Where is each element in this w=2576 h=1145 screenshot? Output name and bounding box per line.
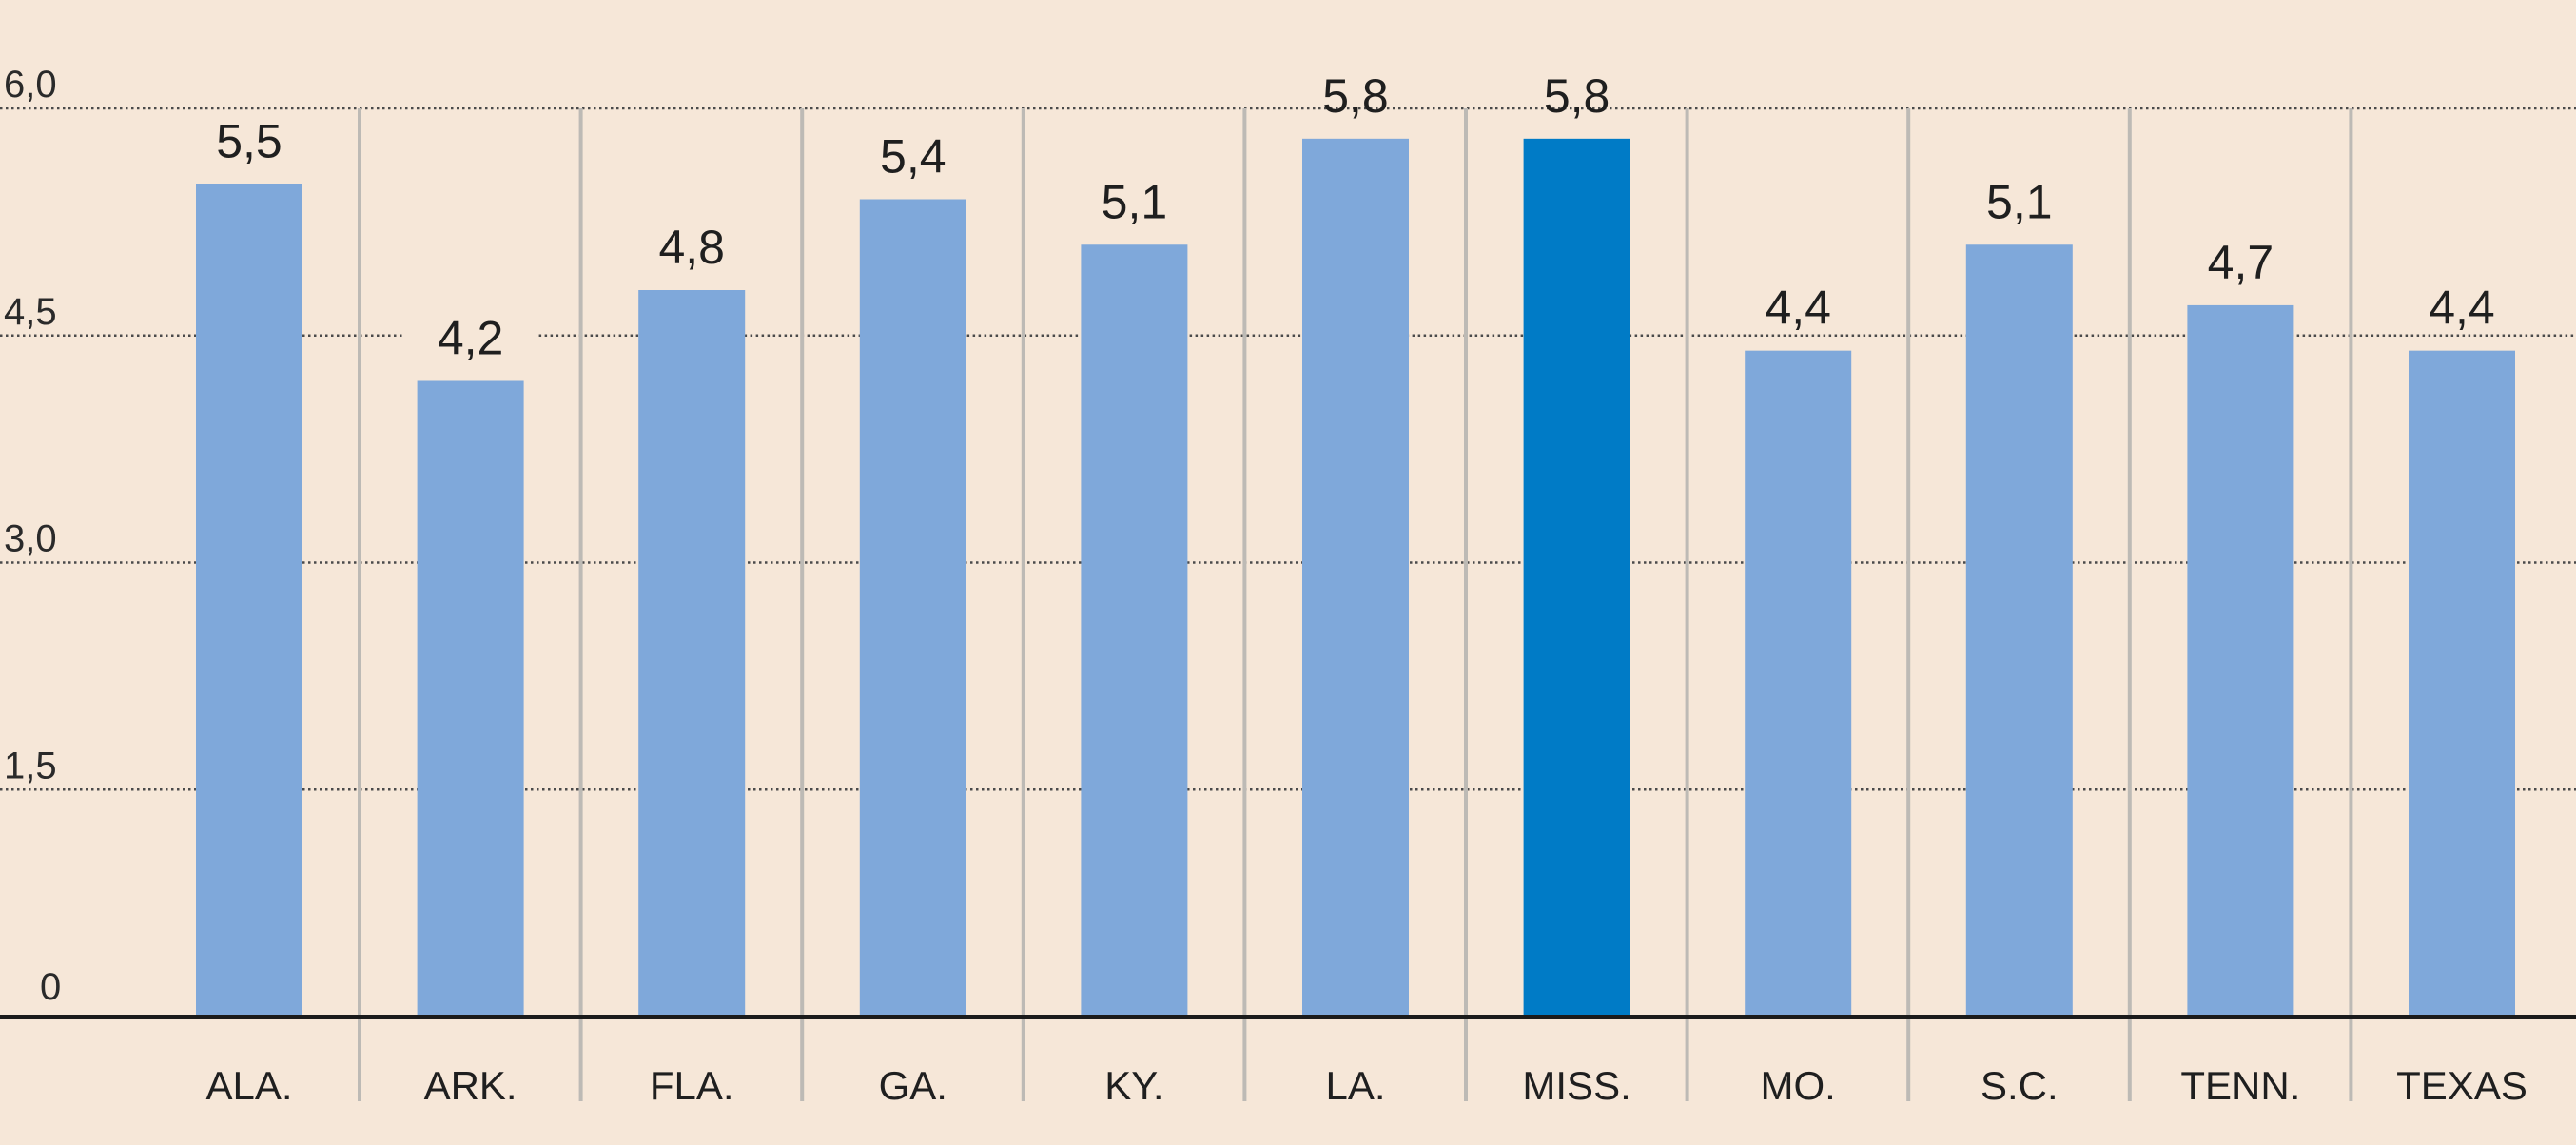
x-tick-label: MO. xyxy=(1761,1063,1836,1108)
value-label: 4,4 xyxy=(1765,281,1831,335)
x-tick-label: FLA. xyxy=(650,1063,734,1108)
bar-ga xyxy=(859,199,966,1017)
x-tick-label: TEXAS xyxy=(2396,1063,2527,1108)
bar-la xyxy=(1302,138,1409,1018)
value-label: 5,5 xyxy=(216,115,283,168)
value-labels: 5,5 4,2 4,8 5,4 5,1 5,8 5,8 4,4 5,1 4,7 4,4 xyxy=(216,69,2495,365)
y-tick-label: 4,5 xyxy=(4,291,57,333)
value-label: 4,8 xyxy=(658,221,725,274)
bar-tenn xyxy=(2187,304,2294,1018)
bar-miss xyxy=(1523,138,1630,1018)
bar-ark xyxy=(417,380,524,1017)
y-tick-label: 6,0 xyxy=(4,64,57,106)
value-label: 5,1 xyxy=(1986,175,2053,228)
x-axis-ticks: ALA. ARK. FLA. GA. KY. LA. MISS. MO. S.C. TENN. TE… xyxy=(205,1063,2527,1108)
value-label: 4,2 xyxy=(438,312,504,365)
value-label: 4,4 xyxy=(2429,281,2495,335)
x-tick-label: ALA. xyxy=(205,1063,292,1108)
x-tick-label: ARK. xyxy=(424,1063,517,1108)
value-label: 5,4 xyxy=(880,130,946,184)
value-label: 5,8 xyxy=(1544,69,1610,123)
bar-mo xyxy=(1745,350,1852,1018)
x-tick-label: TENN. xyxy=(2180,1063,2300,1108)
x-tick-label: S.C. xyxy=(1981,1063,2059,1108)
y-tick-label: 1,5 xyxy=(4,745,57,786)
category-separators xyxy=(358,108,2353,1101)
y-axis-ticks: 0 1,5 3,0 4,5 6,0 xyxy=(4,64,61,1008)
x-tick-label: LA. xyxy=(1325,1063,1385,1108)
bar-fla xyxy=(638,290,746,1017)
bar-sc xyxy=(1965,244,2073,1017)
x-tick-label: GA. xyxy=(879,1063,947,1108)
y-tick-label: 0 xyxy=(40,966,61,1008)
bar-ky xyxy=(1081,244,1188,1017)
y-tick-label: 3,0 xyxy=(4,518,57,560)
x-tick-label: MISS. xyxy=(1522,1063,1630,1108)
value-label: 4,7 xyxy=(2208,236,2274,289)
bars xyxy=(196,138,2515,1018)
value-label: 5,8 xyxy=(1322,69,1389,123)
bar-ala xyxy=(196,184,302,1018)
value-label: 5,1 xyxy=(1102,175,1168,228)
x-tick-label: KY. xyxy=(1104,1063,1163,1108)
bar-texas xyxy=(2409,350,2515,1018)
